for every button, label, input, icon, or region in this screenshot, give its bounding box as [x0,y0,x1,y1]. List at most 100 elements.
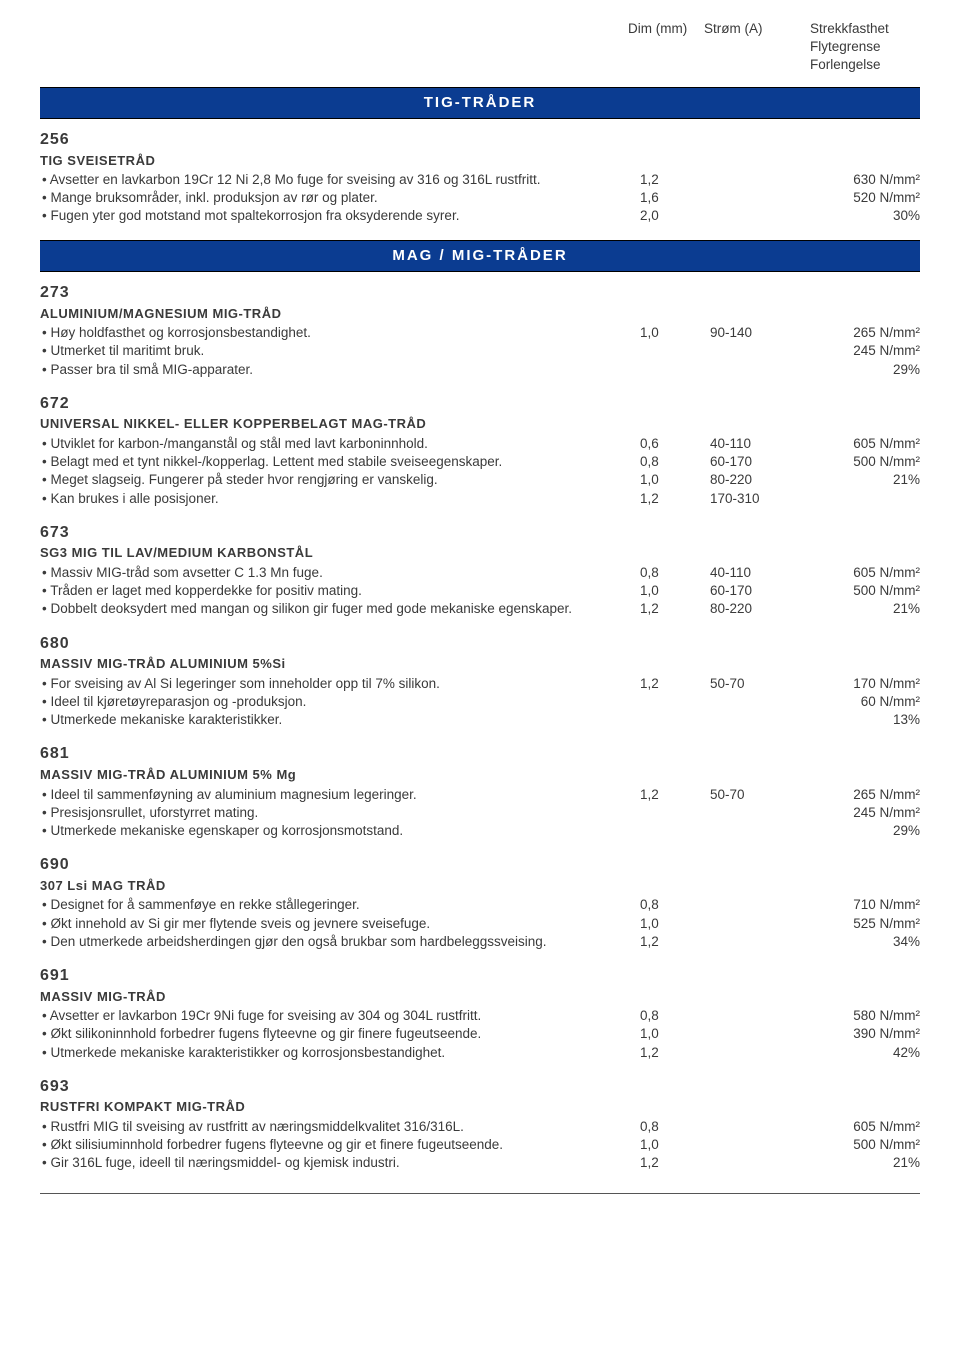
strength-column-value: 30% [810,207,920,225]
section-tig: TIG-TRÅDER [40,87,920,119]
bullet-item: Passer bra til små MIG-apparater. [42,361,630,379]
dim-column-value: 0,8 [640,1118,700,1136]
strength-column-value: 29% [810,822,920,840]
strength-column: 170 N/mm²60 N/mm²13% [810,675,920,730]
current-column-value [710,896,800,914]
product-subtitle: RUSTFRI KOMPAKT MIG-TRÅD [40,1098,920,1116]
dim-column: 0,81,01,2 [640,1118,700,1173]
strength-column: 630 N/mm²520 N/mm²30% [810,171,920,226]
bullet-item: Høy holdfasthet og korrosjonsbestandighe… [42,324,630,342]
bullet-item: Økt silikoninnhold forbedrer fugens flyt… [42,1025,630,1043]
strength-column-value: 500 N/mm² [810,582,920,600]
product-subtitle: UNIVERSAL NIKKEL- ELLER KOPPERBELAGT MAG… [40,415,920,433]
dim-column-value [640,342,700,360]
bullet-list: Ideel til sammenføyning av aluminium mag… [40,786,630,841]
bullet-item: Økt silisiuminnhold forbedrer fugens fly… [42,1136,630,1154]
current-column-value [710,189,800,207]
product-number: 680 [40,633,920,655]
product-body: Designet for å sammenføye en rekke ståll… [40,896,920,951]
current-column-value: 80-220 [710,600,800,618]
strength-column-value: 605 N/mm² [810,564,920,582]
bullet-item: Fugen yter god motstand mot spaltekorros… [42,207,630,225]
product-block: 691MASSIV MIG-TRÅDAvsetter er lavkarbon … [40,965,920,1062]
current-column-value: 40-110 [710,564,800,582]
bullet-list: Designet for å sammenføye en rekke ståll… [40,896,630,951]
column-header-row: Dim (mm) Strøm (A) Strekkfasthet Flytegr… [40,20,920,75]
strength-column-value: 500 N/mm² [810,1136,920,1154]
header-current: Strøm (A) [704,20,794,75]
dim-column-value [640,361,700,379]
bullet-list: Utviklet for karbon-/manganstål og stål … [40,435,630,508]
dim-column-value: 1,0 [640,1025,700,1043]
current-column: 40-11060-17080-220170-310 [710,435,800,508]
header-strength-l2: Flytegrense [810,38,920,56]
strength-column-value: 265 N/mm² [810,324,920,342]
bullet-item: Utmerkede mekaniske karakteristikker og … [42,1044,630,1062]
product-body: Avsetter er lavkarbon 19Cr 9Ni fuge for … [40,1007,920,1062]
product-number: 681 [40,743,920,765]
product-body: Massiv MIG-tråd som avsetter C 1.3 Mn fu… [40,564,920,619]
strength-column: 605 N/mm²500 N/mm²21% [810,1118,920,1173]
bullet-list: Høy holdfasthet og korrosjonsbestandighe… [40,324,630,379]
current-column-value [710,933,800,951]
current-column-value [710,1136,800,1154]
header-dim: Dim (mm) [628,20,688,75]
strength-column-value: 520 N/mm² [810,189,920,207]
strength-column-value: 630 N/mm² [810,171,920,189]
product-subtitle: ALUMINIUM/MAGNESIUM MIG-TRÅD [40,305,920,323]
bullet-item: Utmerkede mekaniske egenskaper og korros… [42,822,630,840]
dim-column: 0,81,01,2 [640,564,700,619]
strength-column: 605 N/mm²500 N/mm²21% [810,435,920,508]
current-column-value [710,822,800,840]
bullet-item: Avsetter er lavkarbon 19Cr 9Ni fuge for … [42,1007,630,1025]
current-column-value: 50-70 [710,675,800,693]
dim-column-value: 0,6 [640,435,700,453]
dim-column-value [640,822,700,840]
strength-column-value: 42% [810,1044,920,1062]
dim-column-value: 1,2 [640,600,700,618]
strength-column-value: 525 N/mm² [810,915,920,933]
current-column [710,896,800,951]
current-column-value [710,1154,800,1172]
product-block: 672UNIVERSAL NIKKEL- ELLER KOPPERBELAGT … [40,393,920,508]
bullet-item: Dobbelt deoksydert med mangan og silikon… [42,600,630,618]
bullet-item: Designet for å sammenføye en rekke ståll… [42,896,630,914]
strength-column-value: 710 N/mm² [810,896,920,914]
product-number: 690 [40,854,920,876]
current-column-value [710,711,800,729]
strength-column: 710 N/mm²525 N/mm²34% [810,896,920,951]
current-column [710,1118,800,1173]
dim-column-value: 1,0 [640,582,700,600]
strength-column-value: 390 N/mm² [810,1025,920,1043]
bullet-item: Meget slagseig. Fungerer på steder hvor … [42,471,630,489]
bullet-item: Ideel til kjøretøyreparasjon og -produks… [42,693,630,711]
dim-column-value: 1,2 [640,171,700,189]
product-body: Utviklet for karbon-/manganstål og stål … [40,435,920,508]
dim-column: 0,60,81,01,2 [640,435,700,508]
strength-column-value: 500 N/mm² [810,453,920,471]
dim-column: 1,2 [640,675,700,730]
product-subtitle: MASSIV MIG-TRÅD ALUMINIUM 5%Si [40,655,920,673]
current-column-value: 80-220 [710,471,800,489]
product-number: 691 [40,965,920,987]
strength-column-value: 13% [810,711,920,729]
strength-column-value: 245 N/mm² [810,342,920,360]
product-block: 680MASSIV MIG-TRÅD ALUMINIUM 5%Si For sve… [40,633,920,730]
dim-column-value: 1,2 [640,675,700,693]
current-column [710,171,800,226]
product-subtitle: MASSIV MIG-TRÅD [40,988,920,1006]
product-block: 256TIG SVEISETRÅDAvsetter en lavkarbon 1… [40,129,920,226]
bullet-item: Utmerket til maritimt bruk. [42,342,630,360]
dim-column-value: 1,2 [640,786,700,804]
product-body: Høy holdfasthet og korrosjonsbestandighe… [40,324,920,379]
bullet-item: For sveising av Al Si legeringer som inn… [42,675,630,693]
current-column-value [710,1007,800,1025]
strength-column-value: 580 N/mm² [810,1007,920,1025]
current-column: 90-140 [710,324,800,379]
product-body: Rustfri MIG til sveising av rustfritt av… [40,1118,920,1173]
current-column-value [710,342,800,360]
strength-column-value: 60 N/mm² [810,693,920,711]
product-block: 273ALUMINIUM/MAGNESIUM MIG-TRÅDHøy holdf… [40,282,920,379]
product-subtitle: MASSIV MIG-TRÅD ALUMINIUM 5% Mg [40,766,920,784]
product-block: 690307 Lsi MAG TRÅDDesignet for å sammen… [40,854,920,951]
